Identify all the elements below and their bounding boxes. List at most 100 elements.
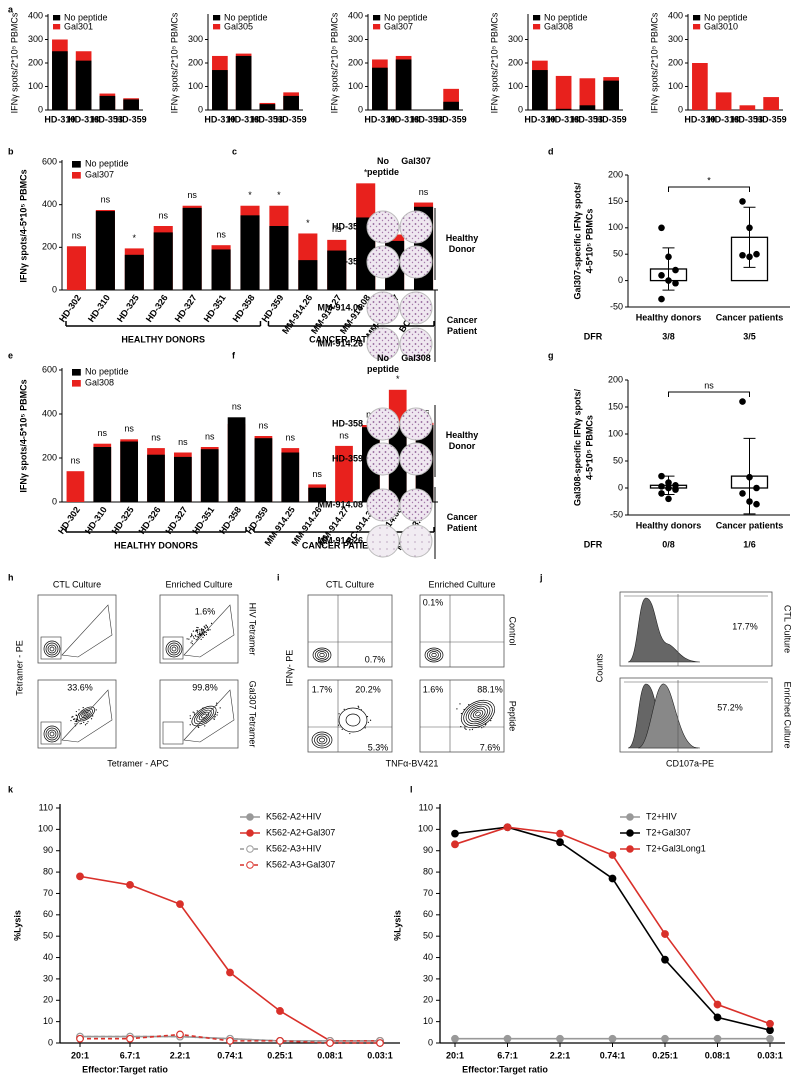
legend-swatch xyxy=(213,15,221,21)
bar xyxy=(372,67,388,110)
well xyxy=(399,291,433,325)
bar xyxy=(173,456,192,502)
y-tick-label: 400 xyxy=(42,199,57,209)
x-tick-label: 6.7:1 xyxy=(497,1050,518,1060)
event-dot xyxy=(198,629,200,631)
event-dot xyxy=(82,707,84,709)
y-axis-label: %Lysis xyxy=(392,910,402,941)
x-tick-label: HD-318 xyxy=(228,114,259,124)
event-dot xyxy=(338,713,340,715)
gate-percentage: 20.2% xyxy=(355,684,381,694)
data-point xyxy=(451,829,459,838)
legend-label: K562-A3+Gal307 xyxy=(266,859,335,869)
gate xyxy=(40,721,62,745)
group-label: CANCER PATIENTS xyxy=(309,334,393,344)
y-tick-label: 80 xyxy=(43,866,53,876)
legend-label: T2+Gal307 xyxy=(646,827,691,837)
event-dot xyxy=(200,629,202,631)
y-axis-label: IFNγ spots/4-5*10⁵ PBMCs xyxy=(18,379,28,492)
event-dot xyxy=(189,715,191,717)
significance-label: ns xyxy=(286,432,296,442)
well xyxy=(399,327,433,361)
event-dot xyxy=(192,711,194,713)
y-tick-label: 80 xyxy=(423,866,433,876)
data-point xyxy=(746,224,753,232)
plot-frame xyxy=(37,679,117,749)
y-tick-label: 60 xyxy=(43,909,53,919)
event-dot xyxy=(490,719,492,722)
x-tick-label: HD-326 xyxy=(137,505,163,536)
event-dot xyxy=(199,631,201,633)
event-dot xyxy=(202,628,204,630)
x-axis-label: TNFα-BV421 xyxy=(386,758,439,768)
data-point xyxy=(713,1034,722,1043)
y-tick-label: 20 xyxy=(423,995,433,1005)
event-dot xyxy=(349,732,351,735)
plate-row-label: MM-914.08 xyxy=(317,499,363,509)
x-tick-label: 0.03:1 xyxy=(367,1050,393,1060)
y-tick-label: 100 xyxy=(508,81,523,91)
event-dot xyxy=(74,723,76,725)
plot-frame xyxy=(37,594,117,664)
event-dot xyxy=(197,638,199,640)
event-dot xyxy=(195,639,197,641)
data-point xyxy=(665,253,672,261)
event-dot xyxy=(216,702,218,704)
x-tick-label: HD-353 xyxy=(252,114,283,124)
bar xyxy=(75,60,92,110)
x-tick-label: HD-302 xyxy=(57,293,83,324)
x-tick-label: Cancer patients xyxy=(716,312,784,322)
bar xyxy=(763,97,779,110)
event-dot xyxy=(197,634,199,636)
well xyxy=(399,210,433,244)
data-point xyxy=(126,1034,134,1043)
significance-label: ns xyxy=(158,210,168,220)
contour xyxy=(345,713,361,727)
gate-percentage: 1.7% xyxy=(312,684,333,694)
gate xyxy=(162,636,184,660)
x-tick-label: 2.2:1 xyxy=(170,1050,191,1060)
bar xyxy=(211,249,231,290)
data-point xyxy=(746,498,753,505)
plot-frame xyxy=(619,677,773,753)
significance-label: ns xyxy=(187,190,197,200)
bar xyxy=(579,105,596,110)
legend-swatch xyxy=(693,24,701,30)
bar xyxy=(603,80,619,110)
event-dot xyxy=(76,719,78,721)
x-tick-label: HD-327 xyxy=(163,505,189,536)
group-label: HEALTHY DONORS xyxy=(114,540,198,550)
x-tick-label: HD-351 xyxy=(190,505,216,536)
event-dot xyxy=(84,724,87,726)
x-tick-label: HD-359 xyxy=(756,114,787,124)
legend-swatch xyxy=(53,15,61,21)
gate-percentage: 5.3% xyxy=(368,742,389,752)
well xyxy=(366,407,400,441)
dfr-value: 1/6 xyxy=(743,539,756,549)
bar xyxy=(259,104,276,110)
y-axis-label: Counts xyxy=(594,653,604,682)
bar xyxy=(443,101,459,110)
column-title: Enriched Culture xyxy=(428,579,495,589)
significance-label: ns xyxy=(71,456,81,466)
plate-group-label: Healthy Donor xyxy=(445,233,479,254)
data-point xyxy=(665,495,672,503)
event-dot xyxy=(193,712,195,714)
significance-label: ns xyxy=(178,437,188,447)
event-dot xyxy=(204,627,207,629)
significance-label: ns xyxy=(98,428,108,438)
well xyxy=(366,488,400,522)
y-tick-label: 50 xyxy=(43,931,53,941)
event-dot xyxy=(341,728,343,730)
plate-group-label: Healthy Donor xyxy=(445,430,479,451)
y-tick-label: 0 xyxy=(198,104,203,114)
data-point xyxy=(76,1034,84,1043)
x-tick-label: HD-359 xyxy=(244,505,270,536)
contour xyxy=(475,711,481,717)
x-tick-label: Healthy donors xyxy=(636,520,702,530)
x-tick-label: HD-358 xyxy=(217,505,243,536)
event-dot xyxy=(460,726,462,728)
x-tick-label: HD-302 xyxy=(56,505,82,536)
histogram xyxy=(637,683,699,749)
legend-label: No peptide xyxy=(85,158,129,168)
